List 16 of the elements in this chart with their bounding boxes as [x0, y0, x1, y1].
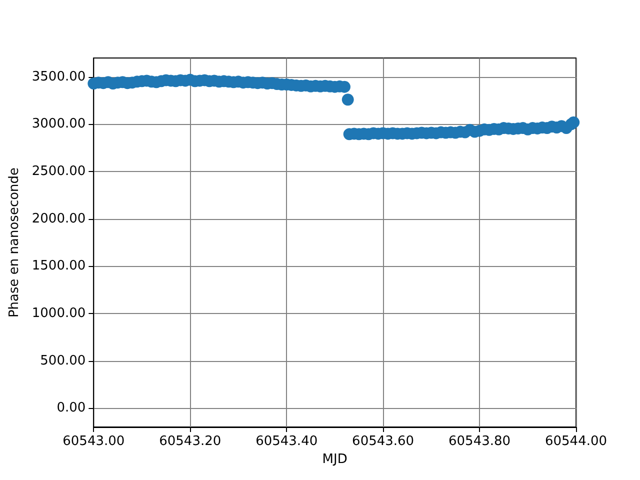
- y-axis-title: Phase en nanoseconde: [7, 167, 22, 318]
- y-tick-label: 1500.00: [32, 258, 86, 274]
- y-tick-label: 3500.00: [32, 69, 86, 84]
- x-axis-title: MJD: [322, 452, 348, 467]
- x-tick-label: 60543.00: [62, 434, 125, 449]
- x-tick-label: 60544.00: [544, 434, 608, 449]
- x-tick-label: 60543.20: [159, 434, 222, 449]
- y-tick-label: 3000.00: [32, 116, 86, 132]
- y-tick-label: 500.00: [40, 353, 86, 368]
- y-tick-label: 2500.00: [32, 164, 86, 180]
- x-tick-label: 60543.60: [352, 434, 414, 449]
- x-tick-label: 60543.40: [256, 434, 318, 449]
- y-tick-label: 2000.00: [32, 211, 86, 226]
- x-tick-label: 60543.80: [448, 434, 511, 449]
- y-tick-label: 0.00: [56, 400, 86, 416]
- y-tick-label: 1000.00: [32, 306, 86, 321]
